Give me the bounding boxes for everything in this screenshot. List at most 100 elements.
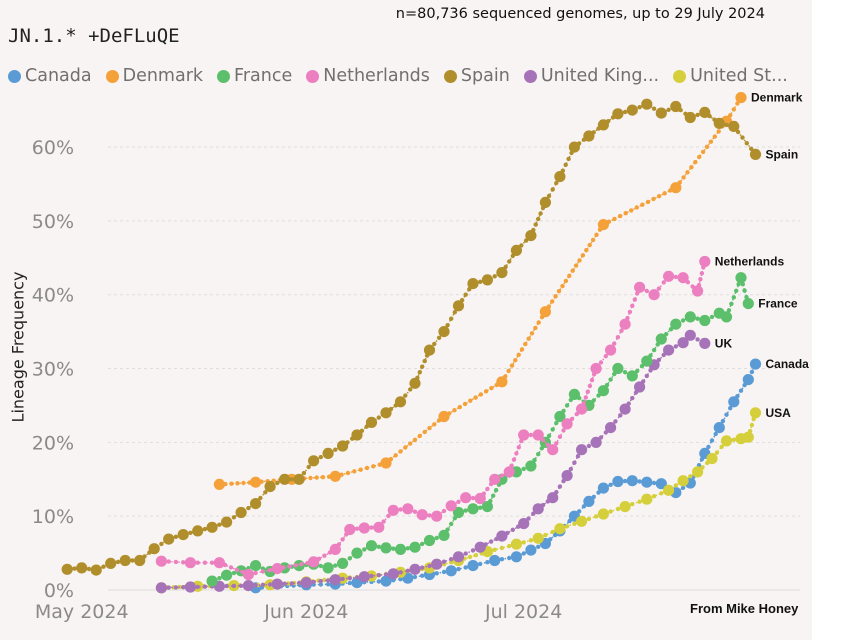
series-minor-point <box>587 242 592 248</box>
series-minor-point <box>564 403 570 408</box>
series-minor-point <box>420 364 425 369</box>
series-minor-point <box>680 485 686 490</box>
legend-item[interactable]: United King... <box>523 66 660 86</box>
series-minor-point <box>656 286 662 291</box>
data-point <box>590 362 602 375</box>
series-minor-point <box>463 565 468 570</box>
series-minor-point <box>659 491 664 496</box>
data-point <box>648 289 660 301</box>
series-minor-point <box>434 535 439 541</box>
series-minor-point <box>260 569 266 574</box>
data-point <box>561 418 573 430</box>
series-minor-point <box>557 434 563 439</box>
series-minor-point <box>417 370 422 375</box>
data-point <box>423 534 436 547</box>
series-minor-point <box>572 521 577 526</box>
series-minor-point <box>181 560 186 565</box>
data-point <box>713 422 725 434</box>
series-minor-point <box>731 295 736 300</box>
data-point <box>431 510 443 522</box>
series-minor-point <box>320 475 326 480</box>
x-tick-label: May 2024 <box>35 601 129 623</box>
data-point <box>467 278 479 290</box>
series-minor-point <box>519 347 525 352</box>
data-point <box>438 410 450 423</box>
series-minor-point <box>584 248 589 253</box>
series-minor-point <box>340 537 345 542</box>
series-minor-point <box>577 258 582 263</box>
legend-item[interactable]: Canada <box>8 66 92 86</box>
y-tick-label: 20% <box>32 432 74 454</box>
legend-item[interactable]: Netherlands <box>306 66 430 86</box>
series-minor-point <box>432 422 437 427</box>
data-point <box>641 355 653 367</box>
series-minor-point <box>709 314 715 320</box>
series-minor-point <box>521 551 526 556</box>
series-minor-point <box>260 582 266 587</box>
chart-legend[interactable]: Canada Denmark France Netherlands Spain Unite… <box>8 64 802 88</box>
series-minor-point <box>376 544 381 549</box>
series-minor-point <box>188 530 193 535</box>
series-minor-point <box>598 360 604 365</box>
series-minor-point <box>695 337 700 342</box>
data-point <box>452 551 465 563</box>
series-minor-point <box>712 134 717 139</box>
legend-item[interactable]: Denmark <box>105 66 203 86</box>
data-point <box>61 563 73 575</box>
series-minor-point <box>159 541 164 547</box>
series-minor-point <box>612 341 617 346</box>
series-minor-point <box>560 283 565 289</box>
series-minor-point <box>345 470 351 476</box>
data-point <box>655 478 667 490</box>
series-minor-point <box>403 393 408 398</box>
series-minor-point <box>347 580 352 586</box>
data-point <box>438 529 450 542</box>
series-minor-point <box>699 271 705 276</box>
data-point <box>619 501 631 513</box>
series-minor-point <box>637 479 642 484</box>
series-minor-point <box>627 309 633 315</box>
data-point <box>452 300 465 312</box>
data-point <box>206 521 218 533</box>
legend-item[interactable]: United St... <box>673 66 788 86</box>
series-minor-point <box>557 484 563 489</box>
data-point <box>554 171 566 183</box>
legend-marker-icon <box>306 69 320 83</box>
series-minor-point <box>408 441 413 446</box>
series-minor-point <box>673 344 678 349</box>
series-minor-point <box>704 144 710 149</box>
data-point <box>720 311 733 323</box>
legend-item[interactable]: Spain <box>443 66 510 86</box>
legend-item[interactable]: France <box>217 66 292 86</box>
series-minor-point <box>470 495 476 501</box>
data-point <box>308 455 320 467</box>
data-point <box>677 272 689 284</box>
series-end-label: USA <box>766 406 792 420</box>
series-minor-point <box>651 106 657 111</box>
y-tick-label: 30% <box>32 359 74 381</box>
series-minor-point <box>195 560 200 565</box>
y-tick-label: 10% <box>32 506 74 528</box>
series-minor-point <box>231 583 237 589</box>
data-point <box>597 385 610 397</box>
series-minor-point <box>570 268 575 273</box>
series-minor-point <box>593 514 599 519</box>
series-minor-point <box>441 508 447 514</box>
x-tick-label: Jun 2024 <box>263 601 348 623</box>
series-minor-point <box>695 112 700 118</box>
data-point <box>735 272 747 284</box>
series-minor-point <box>478 505 483 510</box>
series-minor-point <box>511 457 517 462</box>
series-minor-point <box>478 279 483 284</box>
series-minor-point <box>202 560 208 565</box>
series-minor-point <box>720 418 726 424</box>
data-point <box>221 569 233 581</box>
data-point <box>105 557 117 570</box>
series-minor-point <box>586 443 592 449</box>
data-point <box>163 533 175 545</box>
series-minor-point <box>661 280 666 285</box>
legend-label: United King... <box>540 66 660 86</box>
data-point <box>518 429 530 441</box>
data-point <box>322 447 334 459</box>
series-minor-point <box>470 548 476 553</box>
